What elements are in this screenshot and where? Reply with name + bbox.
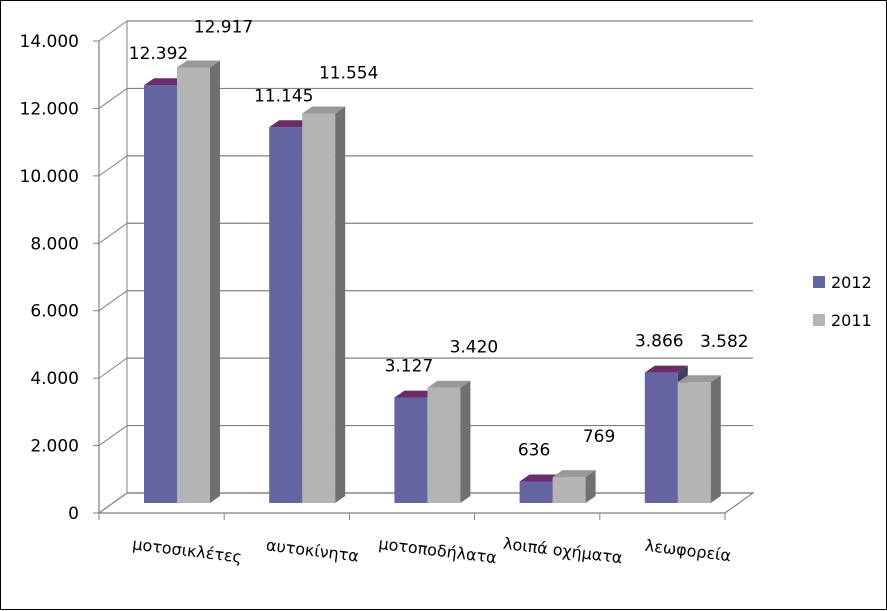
gridline-depth bbox=[98, 222, 128, 244]
gridline-depth bbox=[98, 425, 128, 446]
bar-front bbox=[269, 127, 303, 504]
bar-front bbox=[144, 85, 177, 503]
data-label: 3.582 bbox=[700, 332, 749, 352]
data-label: 11.554 bbox=[319, 63, 378, 83]
legend-label: 2012 bbox=[831, 273, 872, 292]
bar-top bbox=[177, 60, 220, 68]
data-labels: 12.392 12.917 11.145 11.554 3.127 3.420 636 769… bbox=[129, 18, 749, 461]
legend-swatch bbox=[813, 314, 825, 326]
bar-top bbox=[427, 380, 471, 388]
category-label: μοτοσικλέτες bbox=[131, 534, 243, 566]
bar-top bbox=[302, 106, 346, 114]
bar-front bbox=[677, 382, 711, 503]
bar-front bbox=[177, 67, 210, 503]
data-label: 12.392 bbox=[129, 44, 188, 64]
data-label: 3.420 bbox=[450, 338, 499, 358]
data-label: 3.127 bbox=[385, 357, 434, 377]
bar-top bbox=[677, 375, 721, 383]
bar-side bbox=[335, 106, 346, 503]
bar-front bbox=[302, 113, 336, 503]
category-labels: μοτοσικλέτες αυτοκίνητα μοτοποδήλατα λοιπά … bbox=[131, 534, 732, 567]
bar-front bbox=[519, 481, 553, 503]
bar-top bbox=[144, 78, 187, 86]
category-label: αυτοκίνητα bbox=[265, 535, 360, 565]
category-label: λοιπά οχήματα bbox=[502, 534, 623, 567]
bar-2011-1 bbox=[302, 106, 346, 503]
bar-front bbox=[552, 477, 586, 503]
bar-front bbox=[644, 372, 678, 503]
data-label: 11.145 bbox=[254, 86, 313, 106]
bar-top bbox=[519, 474, 563, 482]
bar-2011-2 bbox=[427, 380, 471, 503]
y-tick-label: 0 bbox=[68, 504, 79, 524]
bar-front bbox=[427, 387, 461, 503]
bar-front bbox=[394, 397, 428, 503]
gridline-depth bbox=[98, 20, 128, 42]
legend-label: 2011 bbox=[831, 311, 872, 330]
bars bbox=[144, 60, 721, 504]
y-tick-label: 2.000 bbox=[30, 437, 79, 457]
chart-back-walls bbox=[99, 21, 127, 513]
legend-swatch bbox=[813, 276, 825, 288]
bar-top bbox=[269, 120, 313, 128]
x-axis bbox=[97, 492, 755, 520]
data-label: 12.917 bbox=[194, 18, 253, 38]
category-label: μοτοποδήλατα bbox=[377, 534, 497, 567]
side-wall bbox=[99, 21, 127, 513]
data-label: 636 bbox=[518, 441, 550, 461]
bar-2011-0 bbox=[177, 60, 220, 503]
y-tick-label: 14.000 bbox=[20, 32, 79, 52]
bar-side bbox=[710, 375, 721, 503]
gridlines bbox=[98, 20, 753, 514]
data-label: 769 bbox=[583, 427, 615, 447]
y-tick-label: 12.000 bbox=[20, 99, 79, 119]
gridline-depth bbox=[98, 155, 128, 177]
gridline-depth bbox=[98, 88, 128, 109]
category-label: λεωφορεία bbox=[644, 536, 732, 565]
bar-top bbox=[552, 470, 596, 478]
y-axis: 0 2.000 4.000 6.000 8.000 10.000 12.000 14.000 bbox=[20, 32, 100, 524]
bar-side bbox=[460, 380, 471, 503]
gridline-depth bbox=[98, 290, 128, 312]
bar-side bbox=[585, 470, 596, 503]
y-tick-label: 8.000 bbox=[30, 234, 79, 254]
bar-2011-4 bbox=[677, 375, 721, 503]
y-tick-label: 4.000 bbox=[30, 369, 79, 389]
bar-side bbox=[210, 60, 220, 503]
floor bbox=[97, 492, 755, 514]
bar-top bbox=[644, 365, 688, 373]
y-tick-label: 6.000 bbox=[30, 302, 79, 322]
data-label: 3.866 bbox=[635, 332, 684, 352]
bar-2011-3 bbox=[552, 470, 596, 503]
gridline-depth bbox=[98, 357, 128, 379]
legend: 2012 2011 bbox=[813, 273, 872, 330]
bar-top bbox=[394, 390, 438, 398]
y-tick-label: 10.000 bbox=[20, 167, 79, 187]
